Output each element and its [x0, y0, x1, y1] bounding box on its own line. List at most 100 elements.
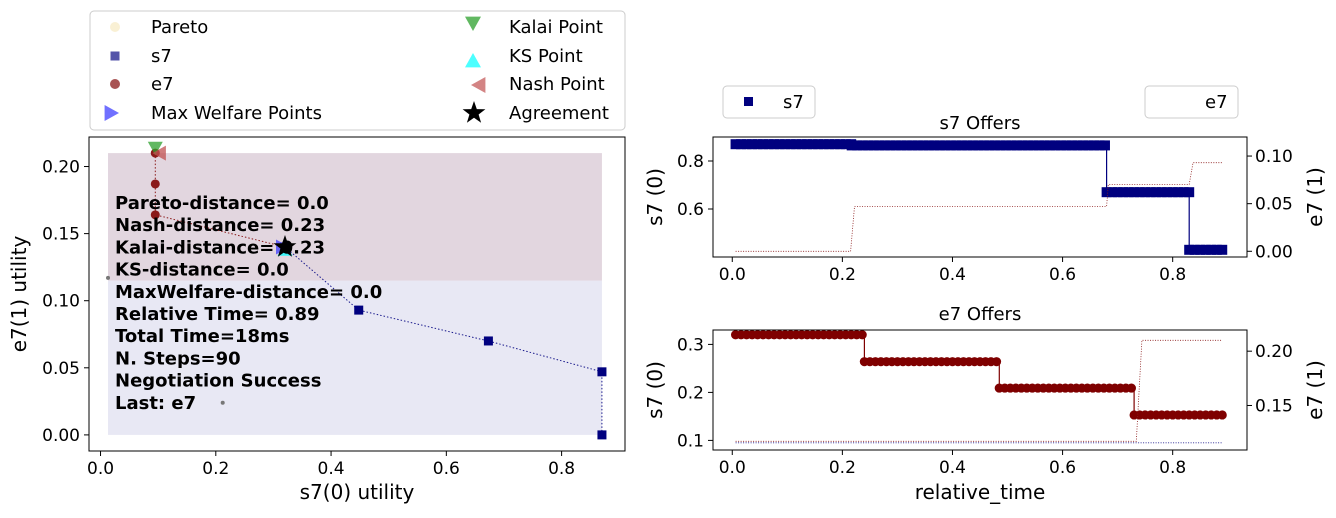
- s7-offers-offer-marker: [1112, 187, 1123, 198]
- e7-offers-e7-utility-line: [735, 339, 1223, 442]
- s7-offers-offer-marker: [1101, 187, 1112, 198]
- s7-offers-offer-marker: [1178, 187, 1189, 198]
- e7-offers-x-tick-label: 0.2: [829, 458, 856, 478]
- s7-offers-offer-marker: [868, 140, 879, 151]
- s7-offers-y-right-tick-label: 0.00: [1255, 242, 1293, 262]
- utility-plot: 0.0 0.2 0.4 0.6 0.8 0.00 0.05 0.10 0.15 0.20 Pare…: [7, 136, 626, 504]
- s7-offers-offer-marker: [1173, 187, 1184, 198]
- s7-offers-x-tick-label: 0.4: [939, 265, 966, 285]
- legend-marker-s7: [110, 51, 120, 61]
- annotation-line: Relative Time= 0.89: [115, 304, 320, 325]
- s7-offers-offer-marker: [879, 140, 890, 151]
- s7-offers-offer-marker: [901, 140, 912, 151]
- s7-offers-offer-marker: [1184, 187, 1195, 198]
- e7-offers-offer-marker: [1217, 410, 1227, 420]
- s7-offers-e7-utility-line: [735, 162, 1223, 252]
- x-tick-label: 0.0: [87, 459, 114, 479]
- s7-offers-offer-marker: [769, 139, 780, 150]
- s7-offers-offer-marker: [984, 140, 995, 151]
- s7-offers-offer-marker: [989, 140, 1000, 151]
- legend-label-s7: s7: [151, 46, 172, 67]
- legend-label-kalai: Kalai Point: [509, 17, 603, 38]
- s7-offers-offer-marker: [934, 140, 945, 151]
- legend-marker-agreement: [462, 101, 486, 123]
- s7-offers-offer-marker: [840, 139, 851, 150]
- s7-offers-offer-marker: [852, 140, 863, 151]
- s7-offer-point-1: [597, 367, 607, 377]
- s7-offers-offer-marker: [1129, 187, 1140, 198]
- s7-offers-offer-marker: [973, 140, 984, 151]
- s7-offers-offer-marker: [846, 140, 857, 151]
- e7-offers-y-tick-label: 0.3: [677, 335, 704, 355]
- legend-label-pareto: Pareto: [151, 17, 208, 38]
- s7-offers-offer-marker: [1033, 140, 1044, 151]
- s7-offers-offer-marker: [1151, 187, 1162, 198]
- s7-offers-offer-marker: [857, 140, 868, 151]
- s7-offers-plot: s7 e7 s7 Offers 0.0 0.2 0.4 0.6 0.8 0.6 0.8 0.0…: [643, 85, 1327, 285]
- s7-offers-offer-marker: [896, 140, 907, 151]
- s7-offers-offer-marker: [1000, 140, 1011, 151]
- nash-point: [152, 145, 166, 161]
- s7-offers-offer-marker: [1066, 140, 1077, 151]
- s7-offers-offer-marker: [1211, 244, 1222, 255]
- legend-marker-s7-offers: [744, 97, 753, 106]
- s7-offers-offer-marker: [1217, 244, 1228, 255]
- s7-offers-offer-marker: [885, 140, 896, 151]
- e7-offer-point-2: [150, 210, 160, 220]
- s7-offers-x-tick-label: 0.6: [1049, 265, 1076, 285]
- s7-offers-offer-marker: [1195, 244, 1206, 255]
- s7-offers-offer-marker: [912, 140, 923, 151]
- s7-offers-offer-marker: [1088, 140, 1099, 151]
- x-tick-label: 0.6: [433, 459, 460, 479]
- s7-offers-offer-marker: [890, 140, 901, 151]
- s7-offers-title: s7 Offers: [940, 113, 1021, 134]
- s7-offers-offer-marker: [747, 139, 758, 150]
- annotation-line: Nash-distance= 0.23: [115, 215, 325, 236]
- legend-marker-kalai-point: [465, 16, 481, 31]
- e7-offers-offer-marker: [1126, 383, 1136, 393]
- e7-offers-frame: [712, 329, 1248, 451]
- s7-offers-offer-marker: [1017, 140, 1028, 151]
- y-tick-label: 0.15: [42, 225, 80, 245]
- e7-offers-offer-marker: [857, 330, 867, 340]
- s7-trace: [284, 246, 603, 435]
- s7-offers-offer-marker: [978, 140, 989, 151]
- s7-offers-offer-marker: [874, 140, 885, 151]
- s7-offers-x-tick-label: 0.8: [1159, 265, 1186, 285]
- e7-offers-y-label-right: e7 (1): [1303, 360, 1327, 420]
- s7-offers-offer-marker: [741, 139, 752, 150]
- s7-offers-frame: [712, 136, 1248, 258]
- legend-label-agreement: Agreement: [509, 103, 609, 124]
- s7-offers-y-right-tick-label: 0.05: [1255, 195, 1293, 215]
- kalai-point: [147, 141, 163, 156]
- e7-offers-y-tick-label: 0.2: [677, 383, 704, 403]
- s7-offers-offer-marker: [1200, 244, 1211, 255]
- s7-offers-y-right-tick-label: 0.10: [1255, 147, 1293, 167]
- s7-offers-offer-marker: [1118, 187, 1129, 198]
- s7-offers-offer-marker: [995, 140, 1006, 151]
- s7-offers-offer-marker: [835, 139, 846, 150]
- annotation-line: Last: e7: [115, 393, 196, 414]
- s7-offers-offer-marker: [818, 139, 829, 150]
- annotation-line: Kalai-distance= 0.23: [115, 237, 325, 258]
- x-tick-label: 0.4: [318, 459, 345, 479]
- e7-offers-plot: e7 Offers 0.0 0.2 0.4 0.6 0.8 0.1 0.2 0.3 0.15 0.…: [643, 304, 1327, 504]
- s7-offers-offer-marker: [956, 140, 967, 151]
- s7-offers-y-label-right: e7 (1): [1303, 167, 1327, 227]
- s7-offers-offer-marker: [1184, 244, 1195, 255]
- s7-offers-offer-marker: [951, 140, 962, 151]
- legend-marker-ks-point: [465, 53, 481, 68]
- region-1: [108, 153, 602, 281]
- s7-offers-offer-marker: [796, 139, 807, 150]
- e7-offer-point-1: [150, 179, 160, 189]
- e7-offers-x-tick-label: 0.4: [939, 458, 966, 478]
- x-axis-label: s7(0) utility: [300, 480, 415, 504]
- s7-offers-offer-marker: [752, 139, 763, 150]
- s7-offers-y-tick-label: 0.6: [677, 200, 704, 220]
- s7-offers-offer-marker: [940, 140, 951, 151]
- s7-offers-offer-marker: [907, 140, 918, 151]
- s7-offers-offer-marker: [929, 140, 940, 151]
- s7-offers-offer-marker: [945, 140, 956, 151]
- e7-offers-offer-marker: [991, 357, 1002, 367]
